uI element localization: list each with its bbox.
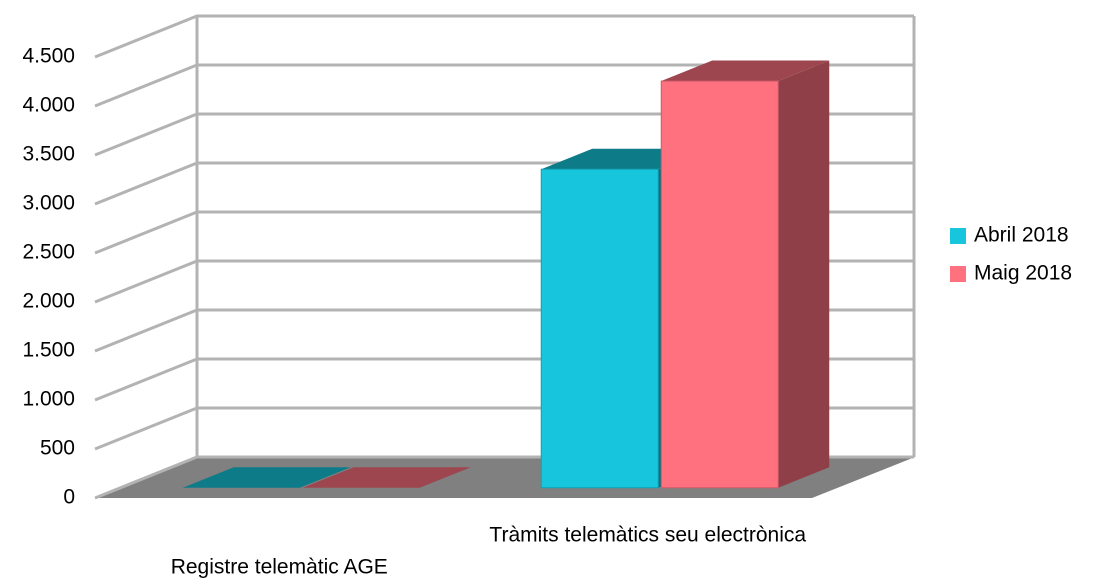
- bar: [540, 168, 659, 489]
- bar-top: [182, 467, 351, 488]
- y-tick-label: 0: [63, 486, 75, 509]
- y-tick-label: 500: [40, 437, 75, 460]
- y-tick-label: 1.000: [22, 388, 75, 411]
- y-tick-label: 2.500: [22, 241, 75, 264]
- y-tick-label: 4.500: [22, 45, 75, 68]
- bar-top: [661, 60, 830, 82]
- grid-line: [94, 14, 914, 59]
- x-tick-label: Registre telemàtic AGE: [171, 556, 388, 579]
- bar-side: [778, 60, 830, 488]
- y-tick-label: 3.500: [22, 143, 75, 166]
- y-tick-label: 1.500: [22, 339, 75, 362]
- y-tick-label: 4.000: [22, 94, 75, 117]
- legend-swatch: [950, 228, 966, 244]
- bar: [660, 80, 779, 489]
- legend-label: Abril 2018: [974, 224, 1069, 247]
- y-tick-label: 3.000: [22, 192, 75, 215]
- x-tick-label: Tràmits telemàtics seu electrònica: [489, 524, 806, 547]
- legend-swatch: [950, 266, 966, 282]
- y-tick-label: 2.000: [22, 290, 75, 313]
- grid-line: [94, 63, 914, 108]
- legend-label: Maig 2018: [974, 262, 1072, 285]
- bar-top: [302, 467, 471, 488]
